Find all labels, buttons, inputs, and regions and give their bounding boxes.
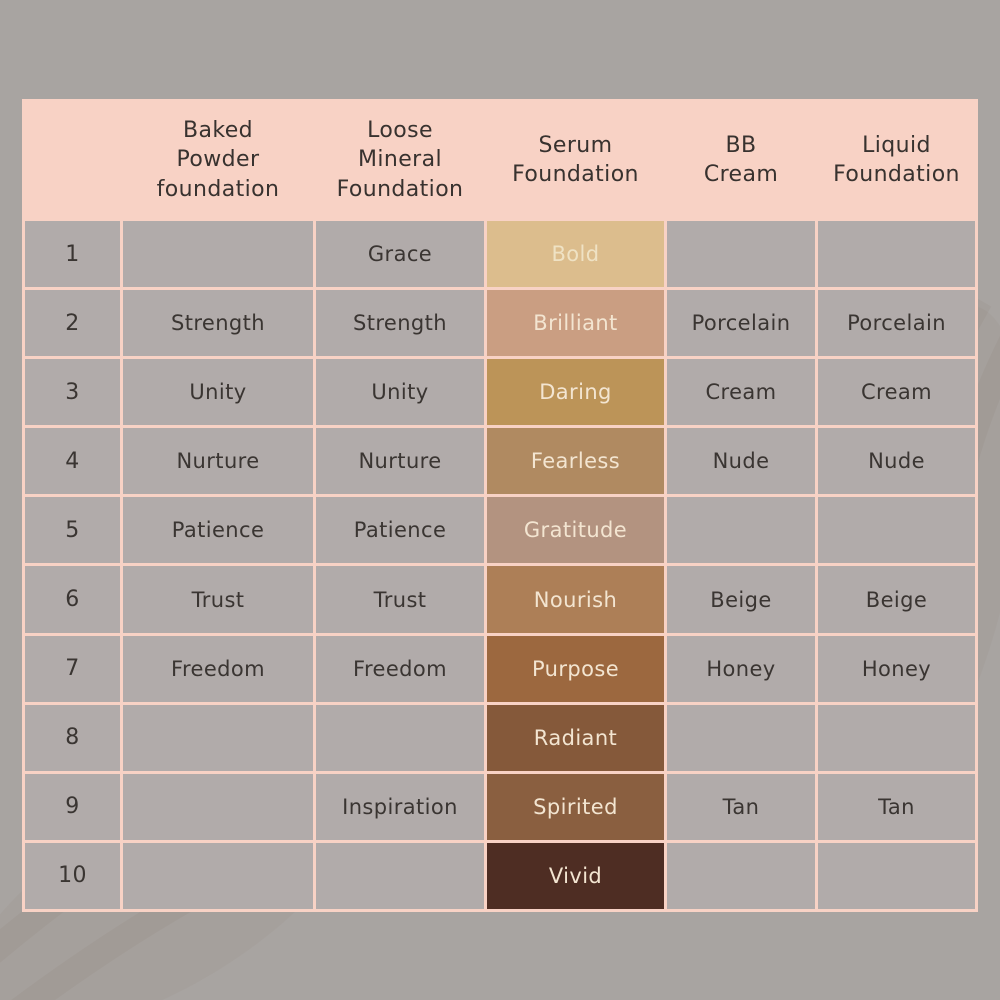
row-9-number-cell: 9 [25, 773, 120, 840]
row-8-loose-mineral-cell [316, 704, 484, 771]
row-2-liquid-foundation-cell: Porcelain [818, 290, 975, 357]
row-1-liquid-foundation-cell [818, 221, 975, 288]
row-10-baked-powder-cell [123, 842, 313, 909]
row-4-serum-swatch-cell: Fearless [487, 428, 664, 495]
column-header-loose-mineral-foundation: Loose Mineral Foundation [336, 118, 464, 202]
row-10-loose-mineral-cell [316, 842, 484, 909]
column-header-liquid-foundation: Liquid Foundation [833, 132, 960, 187]
row-8-serum-swatch-cell: Radiant [487, 704, 664, 771]
row-7-liquid-foundation-cell: Honey [818, 635, 975, 702]
row-10-bb-cream-cell [667, 842, 815, 909]
row-3-liquid-foundation-cell: Cream [818, 359, 975, 426]
row-7-number-cell: 7 [25, 635, 120, 702]
row-9-serum-swatch-cell: Spirited [487, 773, 664, 840]
row-8-bb-cream-cell [667, 704, 815, 771]
row-3-baked-powder-cell: Unity [123, 359, 313, 426]
row-7-loose-mineral-cell: Freedom [316, 635, 484, 702]
row-4-liquid-foundation-cell: Nude [818, 428, 975, 495]
row-5-number-cell: 5 [25, 497, 120, 564]
column-header-baked-powder-foundation: Baked Powder foundation [156, 118, 280, 202]
row-5-serum-swatch-cell: Gratitude [487, 497, 664, 564]
row-10-liquid-foundation-cell [818, 842, 975, 909]
row-2-baked-powder-cell: Strength [123, 290, 313, 357]
row-5-liquid-foundation-cell [818, 497, 975, 564]
row-3-serum-swatch-cell: Daring [487, 359, 664, 426]
column-header-bb-cream: BB Cream [703, 132, 779, 187]
row-3-loose-mineral-cell: Unity [316, 359, 484, 426]
row-4-loose-mineral-cell: Nurture [316, 428, 484, 495]
foundation-shade-table: Baked Powder foundation Loose Mineral Fo… [22, 99, 978, 912]
row-1-serum-swatch-cell: Bold [487, 221, 664, 288]
row-9-bb-cream-cell: Tan [667, 773, 815, 840]
row-6-liquid-foundation-cell: Beige [818, 566, 975, 633]
column-header-serum-foundation: Serum Foundation [512, 132, 639, 187]
row-5-baked-powder-cell: Patience [123, 497, 313, 564]
row-2-number-cell: 2 [25, 290, 120, 357]
row-7-serum-swatch-cell: Purpose [487, 635, 664, 702]
row-6-number-cell: 6 [25, 566, 120, 633]
row-7-baked-powder-cell: Freedom [123, 635, 313, 702]
row-6-bb-cream-cell: Beige [667, 566, 815, 633]
row-2-loose-mineral-cell: Strength [316, 290, 484, 357]
row-4-number-cell: 4 [25, 428, 120, 495]
row-9-liquid-foundation-cell: Tan [818, 773, 975, 840]
table-header-row: Baked Powder foundation Loose Mineral Fo… [25, 102, 975, 218]
row-6-baked-powder-cell: Trust [123, 566, 313, 633]
row-8-liquid-foundation-cell [818, 704, 975, 771]
row-9-loose-mineral-cell: Inspiration [316, 773, 484, 840]
row-2-bb-cream-cell: Porcelain [667, 290, 815, 357]
row-3-number-cell: 3 [25, 359, 120, 426]
row-1-bb-cream-cell [667, 221, 815, 288]
row-5-loose-mineral-cell: Patience [316, 497, 484, 564]
row-4-baked-powder-cell: Nurture [123, 428, 313, 495]
row-2-serum-swatch-cell: Brilliant [487, 290, 664, 357]
row-8-number-cell: 8 [25, 704, 120, 771]
row-1-loose-mineral-cell: Grace [316, 221, 484, 288]
row-5-bb-cream-cell [667, 497, 815, 564]
row-1-baked-powder-cell [123, 221, 313, 288]
row-6-loose-mineral-cell: Trust [316, 566, 484, 633]
row-8-baked-powder-cell [123, 704, 313, 771]
row-9-baked-powder-cell [123, 773, 313, 840]
row-3-bb-cream-cell: Cream [667, 359, 815, 426]
row-1-number-cell: 1 [25, 221, 120, 288]
row-7-bb-cream-cell: Honey [667, 635, 815, 702]
row-10-serum-swatch-cell: Vivid [487, 842, 664, 909]
row-10-number-cell: 10 [25, 842, 120, 909]
row-4-bb-cream-cell: Nude [667, 428, 815, 495]
row-6-serum-swatch-cell: Nourish [487, 566, 664, 633]
